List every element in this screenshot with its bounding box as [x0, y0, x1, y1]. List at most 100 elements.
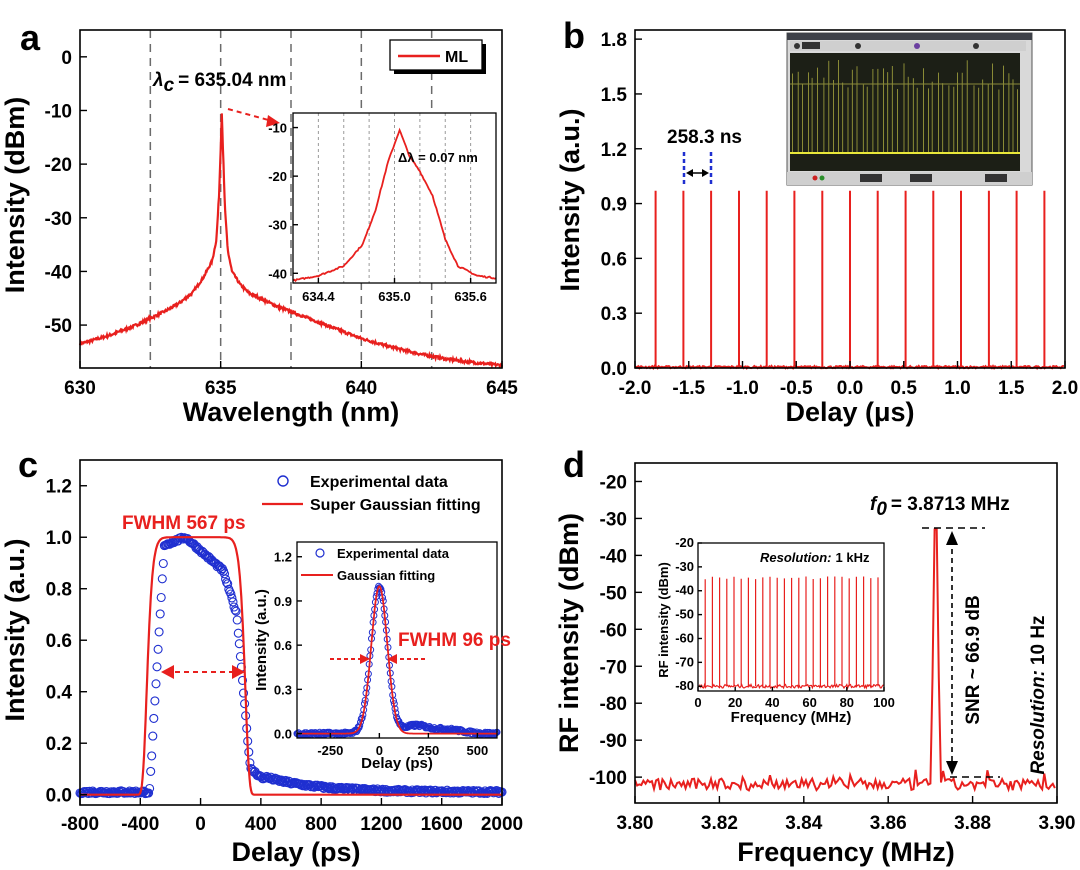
panel-a-inset-linewidth: Δλ = 0.07 nm — [398, 150, 478, 165]
x-tick-label: 635.6 — [454, 289, 487, 304]
data-point — [153, 644, 163, 654]
panel-b-pulse-train — [634, 190, 1064, 371]
y-tick-label: -10 — [45, 101, 72, 122]
y-tick-label: -60 — [675, 630, 694, 645]
x-tick-label: 20 — [728, 695, 742, 710]
x-tick-label: 2.0 — [1052, 378, 1078, 399]
f0-symbol: f — [870, 494, 878, 515]
x-tick-label: 0.5 — [891, 378, 918, 399]
y-tick-label: -20 — [268, 169, 287, 184]
y-tick-label: -50 — [675, 607, 694, 622]
data-point — [144, 788, 154, 798]
data-point — [146, 766, 156, 776]
f0-value-label: = 3.8713 MHz — [891, 494, 1010, 515]
panel-c-frame — [79, 459, 503, 806]
panel-c-x-ticks: -800 -400 0 400 800 1200 1600 2000 — [61, 798, 523, 835]
panel-a-inset-x-ticks: 634.4 635.0 635.6 — [302, 278, 487, 304]
data-point — [152, 662, 162, 672]
y-tick-label: 0.6 — [601, 249, 627, 270]
lambda-subscript: c — [164, 75, 175, 96]
x-tick-label: 500 — [467, 743, 489, 758]
panel-a-inset-guides — [317, 113, 472, 283]
data-point — [232, 615, 242, 625]
panel-c-inset-fwhm-label: FWHM 96 ps — [398, 630, 511, 651]
y-tick-label: -40 — [45, 262, 72, 283]
panel-a-ml-spectrum — [78, 113, 504, 370]
data-point — [189, 539, 199, 549]
data-point — [230, 605, 240, 615]
x-tick-label: 40 — [765, 695, 779, 710]
panel-d-x-ticks: 3.80 3.82 3.84 3.86 3.88 3.90 — [617, 796, 1075, 834]
data-point — [362, 784, 372, 794]
data-point — [237, 675, 248, 685]
x-tick-label: -1.5 — [672, 378, 705, 399]
panel-b: b -2.0 -1.5 -1.0 -0.5 0.0 0.5 1.0 1.5 2.0 0.0 0.3… — [555, 15, 1078, 427]
panel-a-inset: 634.4 635.0 635.6 -10 -20 -30 -40 Δλ = 0.07 n… — [268, 112, 497, 304]
x-tick-label: 645 — [486, 378, 518, 399]
panel-d-xlabel: Frequency (MHz) — [737, 837, 955, 867]
panel-c-inset-frame — [296, 541, 498, 739]
y-tick-label: 1.2 — [46, 477, 72, 498]
panel-b-ylabel: Intensity (a.u.) — [555, 108, 585, 291]
y-tick-label: 1.5 — [601, 85, 628, 106]
y-tick-label: 0.6 — [274, 638, 292, 653]
data-point — [151, 679, 161, 689]
inset-data-point — [356, 722, 364, 730]
y-tick-label: -40 — [268, 266, 287, 281]
panel-c-inset-ylabel: Intensity (a.u.) — [253, 589, 270, 691]
panel-c-inset-legend-marker — [315, 548, 325, 558]
panel-b-letter: b — [563, 15, 585, 56]
panel-a: a 630 635 640 645 0 -10 -20 -30 -40 -50 Waveleng… — [0, 17, 518, 427]
lambda-symbol: λ — [152, 70, 164, 91]
x-tick-label: 640 — [345, 378, 377, 399]
y-tick-label: -90 — [600, 731, 627, 752]
panel-b-x-ticks: -2.0 -1.5 -1.0 -0.5 0.0 0.5 1.0 1.5 2.0 — [619, 361, 1078, 399]
x-tick-label: 800 — [305, 814, 337, 835]
x-tick-label: 0 — [694, 695, 701, 710]
panel-d-ylabel: RF intensity (dBm) — [554, 513, 584, 753]
panel-d-f0-annotation: f0 = 3.8713 MHz — [870, 494, 1010, 520]
panel-d-frame — [634, 462, 1058, 804]
y-tick-label: 0 — [61, 48, 72, 69]
panel-d-resolution-annotation: Resolution: 10 Hz — [1028, 615, 1049, 774]
panel-b-oscilloscope-inset — [786, 32, 1033, 186]
y-tick-label: -70 — [675, 654, 694, 669]
panel-a-y-ticks: 0 -10 -20 -30 -40 -50 — [45, 48, 87, 337]
panel-d-inset-frame — [697, 542, 885, 692]
panel-a-zoom-arrowhead — [266, 115, 280, 127]
x-tick-label: 3.84 — [785, 813, 822, 834]
x-tick-label: 400 — [245, 814, 277, 835]
x-tick-label: 0 — [376, 743, 383, 758]
x-tick-label: -0.5 — [780, 378, 813, 399]
y-tick-label: -10 — [268, 121, 287, 136]
panel-d-resolution-value: 10 Hz — [1028, 615, 1049, 665]
panel-d-rf-spectrum — [634, 528, 1056, 793]
y-tick-label: -30 — [45, 209, 72, 230]
data-point — [318, 782, 328, 792]
x-tick-label: 250 — [418, 743, 440, 758]
panel-c-super-gaussian-fit — [80, 536, 502, 796]
y-tick-label: 1.0 — [46, 528, 72, 549]
panel-d-inset-resolution: Resolution: 1 kHz — [760, 550, 870, 565]
panel-c-legend-experimental: Experimental data — [310, 474, 448, 491]
x-tick-label: 3.80 — [617, 813, 654, 834]
panel-a-peak-annotation: λc = 635.04 nm — [152, 70, 286, 96]
y-tick-label: -50 — [45, 316, 72, 337]
panel-a-inset-y-ticks: -10 -20 -30 -40 — [268, 121, 298, 281]
data-point — [222, 577, 232, 588]
x-tick-label: 634.4 — [302, 289, 335, 304]
y-tick-label: 0.9 — [601, 195, 627, 216]
data-point — [219, 569, 230, 579]
data-point — [145, 783, 155, 794]
y-tick-label: -40 — [675, 583, 694, 598]
data-point — [385, 787, 395, 797]
y-tick-label: 0.4 — [46, 683, 73, 704]
data-point — [238, 688, 249, 698]
y-tick-label: 0.3 — [274, 682, 292, 697]
y-tick-label: -80 — [675, 678, 694, 693]
panel-d: d 3.80 3.82 3.84 3.86 3.88 3.90 -20-30-40-50-… — [554, 444, 1075, 867]
y-tick-label: -30 — [268, 218, 287, 233]
panel-d-y-ticks: -20 -30 -40 -50 -60 -70 -80 -90 -100 — [589, 472, 642, 789]
y-tick-label: 0.8 — [46, 580, 72, 601]
